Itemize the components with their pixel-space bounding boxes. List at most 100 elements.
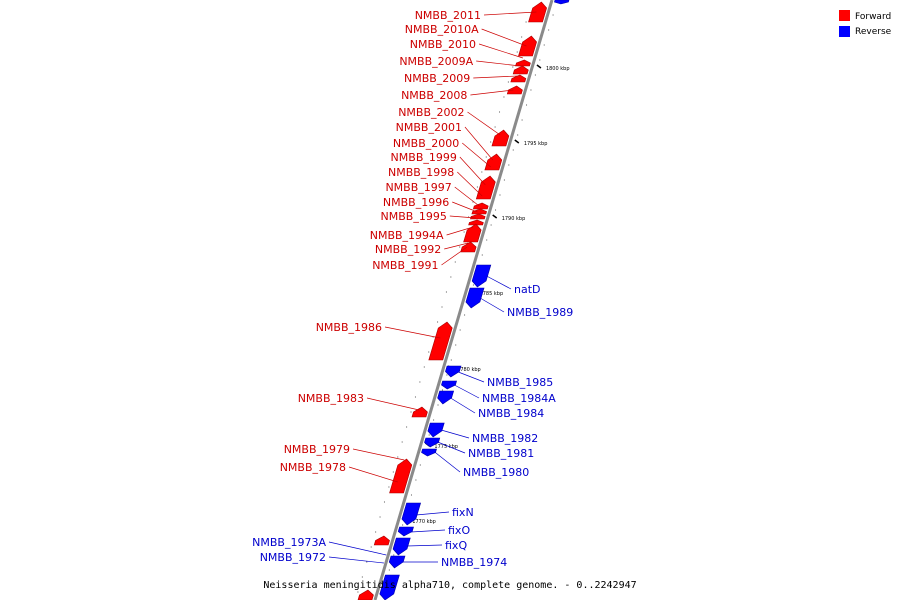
forward-gene-label: NMBB_1994A	[370, 229, 444, 242]
forward-gene-arrow	[468, 219, 484, 226]
forward-gene-label: NMBB_1978	[280, 461, 346, 474]
tick-mark	[492, 214, 498, 219]
backbone-line	[373, 0, 554, 600]
reverse-gene-arrow	[471, 264, 492, 288]
forward-gene-arrow	[506, 85, 523, 95]
forward-gene-label: NMBB_1992	[375, 243, 441, 256]
reverse-gene-label: NMBB_1989	[507, 306, 573, 319]
reverse-gene-label: fixQ	[445, 539, 467, 552]
label-leader-line	[328, 541, 387, 556]
reverse-gene-arrow	[465, 287, 485, 309]
reverse-gene-arrow	[424, 437, 441, 448]
label-leader-line	[473, 75, 518, 79]
legend-forward-label: Forward	[855, 12, 891, 22]
forward-gene-arrow	[518, 35, 537, 57]
reverse-gene-label: NMBB_1984	[478, 407, 544, 420]
reverse-gene-label: fixN	[452, 506, 474, 519]
forward-gene-arrow	[484, 153, 503, 171]
gene-features	[357, 0, 570, 600]
label-leader-line	[454, 384, 480, 399]
label-leader-line	[457, 171, 483, 197]
label-leader-line	[406, 544, 443, 547]
label-leader-line	[454, 186, 480, 207]
forward-gene-arrow	[460, 241, 477, 253]
forward-gene-label: NMBB_2010	[410, 38, 476, 51]
reverse-gene-arrow	[441, 380, 458, 390]
forward-gene-arrow	[471, 208, 487, 215]
legend-reverse-label: Reverse	[855, 27, 892, 37]
reverse-gene-label: NMBB_1984A	[482, 392, 556, 405]
label-leader-line	[328, 556, 384, 564]
label-leader-line	[476, 60, 521, 67]
reverse-gene-arrow	[401, 502, 422, 526]
forward-gene-arrow	[469, 213, 486, 220]
forward-gene-label: NMBB_2008	[401, 89, 467, 102]
label-leader-line	[467, 111, 501, 136]
label-leader-line	[478, 43, 523, 59]
reverse-gene-label: NMBB_1974	[441, 556, 507, 569]
label-leader-line	[416, 511, 450, 516]
genome-caption: Neisseria meningitidis alpha710, complet…	[263, 580, 636, 591]
label-leader-line	[366, 397, 420, 411]
reverse-gene-label: natD	[514, 283, 541, 296]
forward-gene-arrow	[389, 458, 413, 494]
forward-gene-label: NMBB_1986	[316, 321, 382, 334]
label-leader-line	[449, 215, 476, 219]
label-leader-line	[483, 11, 537, 16]
label-leader-line	[444, 242, 469, 250]
forward-gene-arrow	[510, 74, 527, 83]
reverse-gene-arrow	[392, 537, 411, 556]
reverse-gene-label: NMBB_1980	[463, 466, 529, 479]
legend-forward-swatch	[839, 10, 850, 21]
forward-gene-arrow	[512, 65, 529, 75]
forward-gene-label: NMBB_2009	[404, 72, 470, 85]
forward-gene-arrow	[428, 321, 453, 361]
forward-gene-label: NMBB_1991	[372, 259, 438, 272]
tick-mark	[536, 64, 542, 69]
label-leader-line	[486, 275, 512, 290]
genome-backbone	[373, 0, 554, 600]
tick-label: 1790 kbp	[502, 216, 526, 222]
reverse-gene-label: NMBB_1982	[472, 432, 538, 445]
forward-gene-label: NMBB_1999	[391, 151, 457, 164]
label-leader-line	[441, 429, 470, 439]
forward-gene-arrow	[373, 535, 390, 546]
reverse-gene-arrow	[379, 574, 400, 600]
legend-reverse-swatch	[839, 26, 850, 37]
forward-gene-label: NMBB_1995	[381, 210, 447, 223]
label-leader-line	[450, 397, 476, 414]
label-leader-line	[462, 142, 491, 168]
forward-gene-label: NMBB_1997	[385, 181, 451, 194]
forward-gene-label: NMBB_2001	[396, 121, 462, 134]
reverse-gene-arrow	[421, 448, 437, 457]
reverse-gene-label: fixO	[448, 524, 470, 537]
tick-label: 1770 kbp	[412, 519, 436, 525]
reverse-gene-arrow	[437, 390, 455, 405]
tick-label: 1785 kbp	[480, 291, 504, 297]
forward-gene-label: NMBB_1972	[260, 551, 326, 564]
label-leader-line	[434, 451, 461, 473]
reverse-gene-arrow	[427, 422, 445, 438]
forward-gene-label: NMBB_2009A	[399, 55, 473, 68]
label-leader-line	[411, 529, 446, 533]
label-leader-line	[452, 201, 478, 213]
forward-gene-label: NMBB_1979	[284, 443, 350, 456]
reverse-gene-arrow	[554, 0, 570, 5]
forward-gene-arrow	[528, 1, 547, 23]
forward-gene-arrow	[357, 589, 374, 600]
reverse-gene-label: NMBB_1985	[487, 376, 553, 389]
label-leader-line	[352, 448, 405, 461]
label-leader-line	[384, 326, 441, 339]
forward-gene-label: NMBB_2000	[393, 137, 459, 150]
label-leader-line	[437, 441, 466, 454]
label-leader-line	[479, 297, 505, 313]
forward-gene-arrow	[515, 59, 531, 67]
forward-gene-label: NMBB_2011	[415, 9, 481, 22]
forward-gene-label: NMBB_1998	[388, 166, 454, 179]
label-leader-line	[470, 89, 514, 96]
forward-gene-arrow	[472, 202, 489, 210]
forward-gene-label: NMBB_1973A	[252, 536, 326, 549]
legend: Forward Reverse	[839, 10, 892, 37]
